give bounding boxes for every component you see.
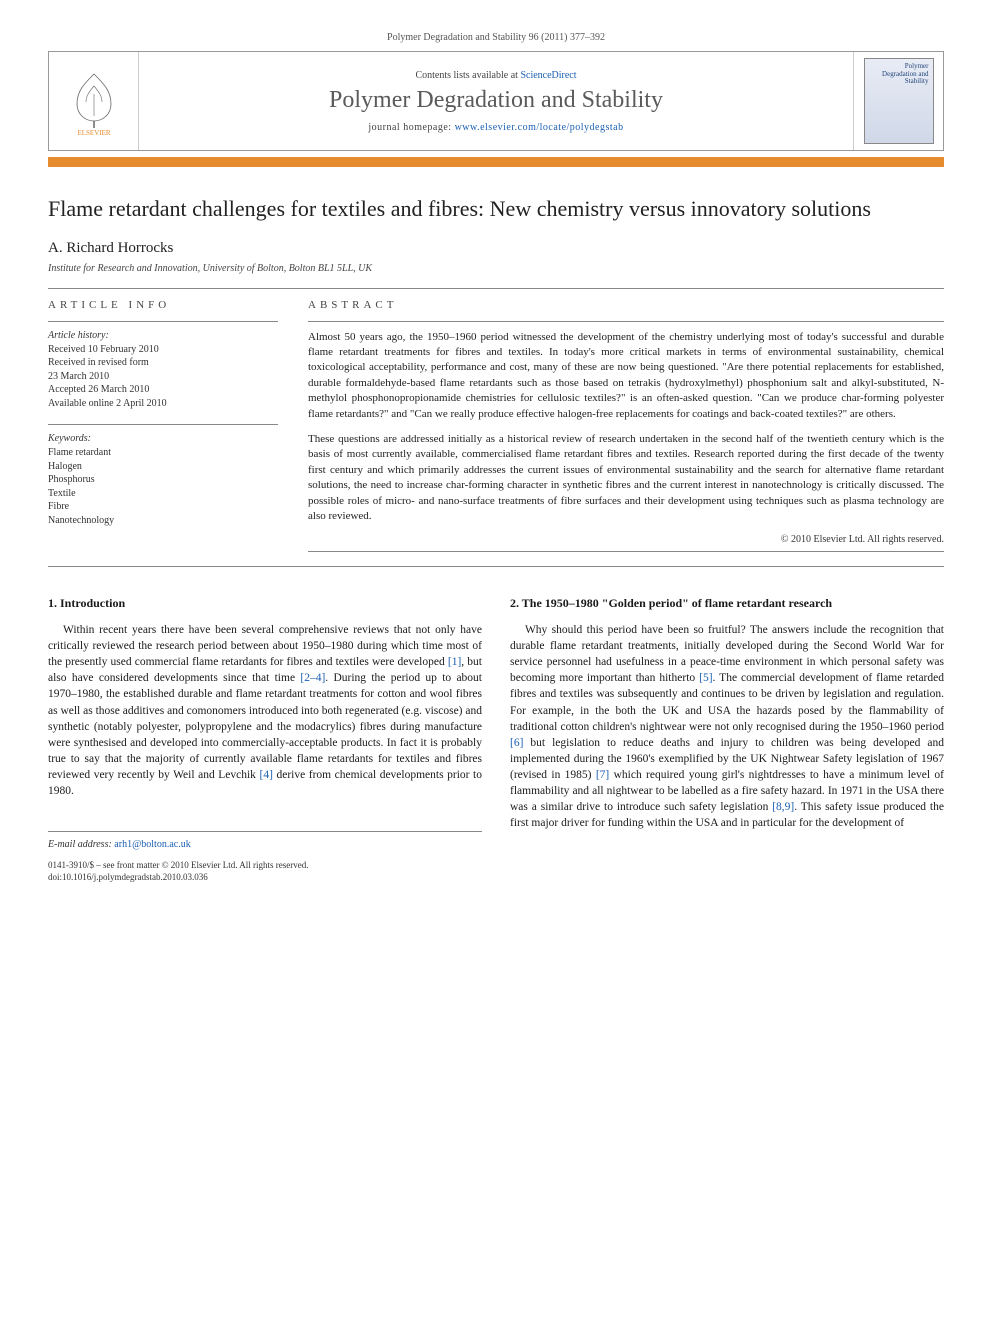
abstract-copyright: © 2010 Elsevier Ltd. All rights reserved… [308,534,944,545]
contents-prefix: Contents lists available at [415,70,520,81]
section-heading-golden-period: 2. The 1950–1980 "Golden period" of flam… [510,595,944,612]
corresponding-email-line: E-mail address: arh1@bolton.ac.uk [48,838,482,852]
info-abstract-row: ARTICLE INFO Article history: Received 1… [48,299,944,553]
divider [308,321,944,322]
contents-available-line: Contents lists available at ScienceDirec… [151,70,841,81]
ref-link[interactable]: [2–4] [300,672,325,684]
corresponding-email-link[interactable]: arh1@bolton.ac.uk [114,839,190,850]
doi-line: doi:10.1016/j.polymdegradstab.2010.03.03… [48,872,482,884]
abstract-paragraph: Almost 50 years ago, the 1950–1960 perio… [308,330,944,422]
ref-link[interactable]: [5] [699,672,712,684]
article-info-label: ARTICLE INFO [48,299,278,311]
divider [48,566,944,567]
journal-cover-cell: Polymer Degradation and Stability [853,52,943,150]
ref-link[interactable]: [6] [510,737,523,749]
journal-homepage-link[interactable]: www.elsevier.com/locate/polydegstab [455,122,624,133]
keyword: Flame retardant [48,446,278,460]
ref-link[interactable]: [7] [596,769,609,781]
history-line: Available online 2 April 2010 [48,397,278,411]
journal-homepage-line: journal homepage: www.elsevier.com/locat… [151,122,841,133]
journal-cover-thumb: Polymer Degradation and Stability [864,58,934,144]
ref-link[interactable]: [4] [259,769,272,781]
keyword: Fibre [48,500,278,514]
section-heading-introduction: 1. Introduction [48,595,482,612]
banner-center: Contents lists available at ScienceDirec… [139,52,853,150]
journal-banner: ELSEVIER Contents lists available at Sci… [48,51,944,151]
journal-cover-thumb-title: Polymer Degradation and Stability [869,63,929,86]
article-history-heading: Article history: [48,330,278,341]
author-name: A. Richard Horrocks [48,240,944,257]
homepage-prefix: journal homepage: [368,122,454,133]
body-two-column: 1. Introduction Within recent years ther… [48,595,944,883]
abstract-paragraph: These questions are addressed initially … [308,432,944,524]
divider [48,321,278,322]
ref-link[interactable]: [1] [448,656,461,668]
abstract-column: ABSTRACT Almost 50 years ago, the 1950–1… [308,299,944,553]
history-line: Received 10 February 2010 [48,343,278,357]
history-line: 23 March 2010 [48,370,278,384]
article-info-column: ARTICLE INFO Article history: Received 1… [48,299,278,553]
history-line: Accepted 26 March 2010 [48,383,278,397]
footer-block: E-mail address: arh1@bolton.ac.uk 0141-3… [48,831,482,883]
body-paragraph: Within recent years there have been seve… [48,622,482,799]
divider [48,424,278,425]
history-line: Received in revised form [48,356,278,370]
divider [308,551,944,552]
keyword: Nanotechnology [48,514,278,528]
running-head: Polymer Degradation and Stability 96 (20… [48,32,944,43]
keyword: Textile [48,487,278,501]
body-column-left: 1. Introduction Within recent years ther… [48,595,482,883]
issn-line: 0141-3910/$ – see front matter © 2010 El… [48,860,482,872]
article-title: Flame retardant challenges for textiles … [48,195,944,224]
keyword: Phosphorus [48,473,278,487]
keyword: Halogen [48,460,278,474]
keywords-heading: Keywords: [48,433,278,444]
ref-link[interactable]: [8,9] [772,801,794,813]
author-affiliation: Institute for Research and Innovation, U… [48,263,944,274]
elsevier-tree-icon: ELSEVIER [59,66,129,136]
email-label: E-mail address: [48,839,114,850]
divider [48,288,944,289]
orange-divider-bar [48,157,944,167]
publisher-logo-cell: ELSEVIER [49,52,139,150]
abstract-label: ABSTRACT [308,299,944,311]
sciencedirect-link[interactable]: ScienceDirect [520,70,576,81]
journal-title: Polymer Degradation and Stability [151,87,841,114]
body-column-right: 2. The 1950–1980 "Golden period" of flam… [510,595,944,883]
body-paragraph: Why should this period have been so frui… [510,622,944,831]
svg-text:ELSEVIER: ELSEVIER [77,129,110,136]
